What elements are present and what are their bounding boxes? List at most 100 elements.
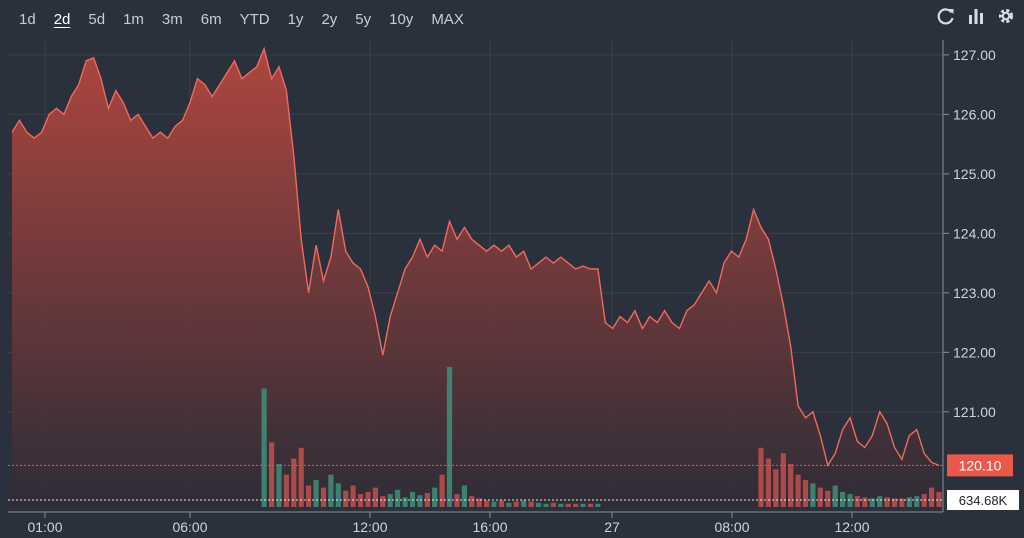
- y-tick-label: 127.00: [953, 47, 996, 63]
- volume-bar: [817, 487, 823, 507]
- y-tick-label: 125.00: [953, 166, 996, 182]
- volume-bar: [929, 487, 935, 507]
- volume-bar: [840, 491, 846, 507]
- volume-bar: [402, 497, 408, 507]
- volume-badge: [947, 490, 1019, 510]
- volume-bar: [372, 487, 378, 507]
- volume-bar: [543, 503, 549, 507]
- y-tick-label: 124.00: [953, 225, 996, 241]
- y-tick-label: 121.00: [953, 404, 996, 420]
- volume-bar: [573, 503, 579, 507]
- volume-bar: [306, 485, 312, 507]
- volume-bar: [365, 491, 371, 507]
- volume-bar: [358, 494, 364, 507]
- volume-bar: [513, 501, 519, 507]
- volume-bar: [491, 501, 497, 507]
- range-button-6m[interactable]: 6m: [200, 11, 222, 28]
- volume-bar: [461, 485, 467, 507]
- volume-bar: [550, 502, 556, 507]
- volume-bar: [580, 503, 586, 507]
- volume-bar: [802, 480, 809, 507]
- volume-bar: [765, 458, 771, 507]
- volume-bar: [788, 463, 794, 507]
- current-price-badge: [947, 454, 1013, 477]
- volume-bar: [862, 497, 868, 507]
- settings-icon[interactable]: [996, 6, 1016, 26]
- price-area-fill: [12, 48, 939, 508]
- volume-bar: [825, 490, 831, 507]
- volume-bar: [773, 469, 779, 507]
- x-tick-label: 16:00: [472, 519, 507, 535]
- x-tick-label: 08:00: [714, 519, 749, 535]
- volume-bar: [780, 453, 786, 507]
- price-area: [12, 48, 939, 508]
- volume-bar: [446, 367, 453, 507]
- volume-bar: [283, 474, 289, 507]
- volume-bar: [298, 447, 304, 507]
- volume-bar: [921, 494, 927, 507]
- volume-bar: [261, 388, 267, 507]
- range-button-ytd[interactable]: YTD: [239, 11, 270, 28]
- volume-bar: [936, 491, 942, 507]
- price-line: [11, 46, 940, 468]
- volume-bar: [795, 474, 801, 507]
- volume-bar: [558, 503, 564, 507]
- volume-bar: [432, 487, 438, 507]
- volume-bar: [417, 495, 423, 507]
- range-button-1m[interactable]: 1m: [123, 11, 144, 28]
- volume-bar: [476, 498, 482, 507]
- volume-bar: [565, 503, 571, 507]
- range-button-1d[interactable]: 1d: [19, 11, 36, 28]
- range-button-5d[interactable]: 5d: [88, 11, 106, 28]
- range-button-max[interactable]: MAX: [431, 11, 464, 28]
- x-tick-label: 12:00: [352, 519, 387, 535]
- y-tick-label: 126.00: [953, 106, 996, 122]
- x-tick-label: 01:00: [27, 519, 62, 535]
- volume-bar: [335, 483, 341, 507]
- volume-bar: [869, 498, 875, 507]
- volume-bar: [914, 496, 920, 507]
- x-axis: 01:00 06:00 12:00 16:00 27 08:00 12:00: [8, 511, 943, 535]
- price-series-line: [11, 46, 940, 468]
- x-tick-label: 12:00: [834, 519, 869, 535]
- volume-bar: [595, 503, 601, 507]
- y-axis: 121.00 122.00 123.00 124.00 125.00 126.00 127.…: [942, 40, 996, 512]
- volume-bar: [328, 474, 334, 507]
- volume-bar: [387, 494, 393, 507]
- range-button-5y[interactable]: 5y: [355, 11, 372, 28]
- volume-bar: [587, 503, 594, 507]
- y-tick-label: 123.00: [953, 285, 996, 301]
- volume-bar: [484, 500, 490, 507]
- y-tick-label: 122.00: [953, 344, 996, 360]
- volume-bar: [498, 500, 505, 507]
- range-button-2d[interactable]: 2d: [53, 11, 71, 28]
- volume-bar: [350, 485, 356, 507]
- volume-label: 634.68K: [959, 493, 1008, 508]
- x-tick-label: 06:00: [172, 519, 207, 535]
- range-button-10y[interactable]: 10y: [389, 11, 414, 28]
- volume-bar: [313, 480, 319, 507]
- volume-bar: [506, 502, 512, 507]
- refresh-icon[interactable]: [936, 6, 956, 26]
- chart-tools: [936, 6, 1016, 26]
- range-button-1y[interactable]: 1y: [287, 11, 304, 28]
- volume-bar: [469, 496, 475, 507]
- volume-bar: [535, 502, 542, 507]
- volume-bar: [891, 498, 898, 507]
- volume-bar: [395, 489, 401, 507]
- range-button-3m[interactable]: 3m: [161, 11, 183, 28]
- volume-bar: [854, 496, 860, 507]
- volume-bar: [320, 487, 327, 507]
- reference-lines: 120.10 634.68K: [8, 454, 1019, 510]
- volume-bar: [899, 498, 905, 507]
- range-button-2y[interactable]: 2y: [321, 11, 338, 28]
- volume-bar: [877, 496, 883, 507]
- volume-bar: [884, 497, 890, 507]
- volume-bar: [454, 494, 460, 507]
- volume-bar: [343, 490, 349, 507]
- chart-type-icon[interactable]: [966, 6, 986, 26]
- volume-bar: [847, 494, 853, 507]
- range-selector: 1d 2d 5d 1m 3m 6m YTD 1y 2y 5y 10y MAX: [0, 0, 770, 40]
- volume-bar: [439, 474, 445, 507]
